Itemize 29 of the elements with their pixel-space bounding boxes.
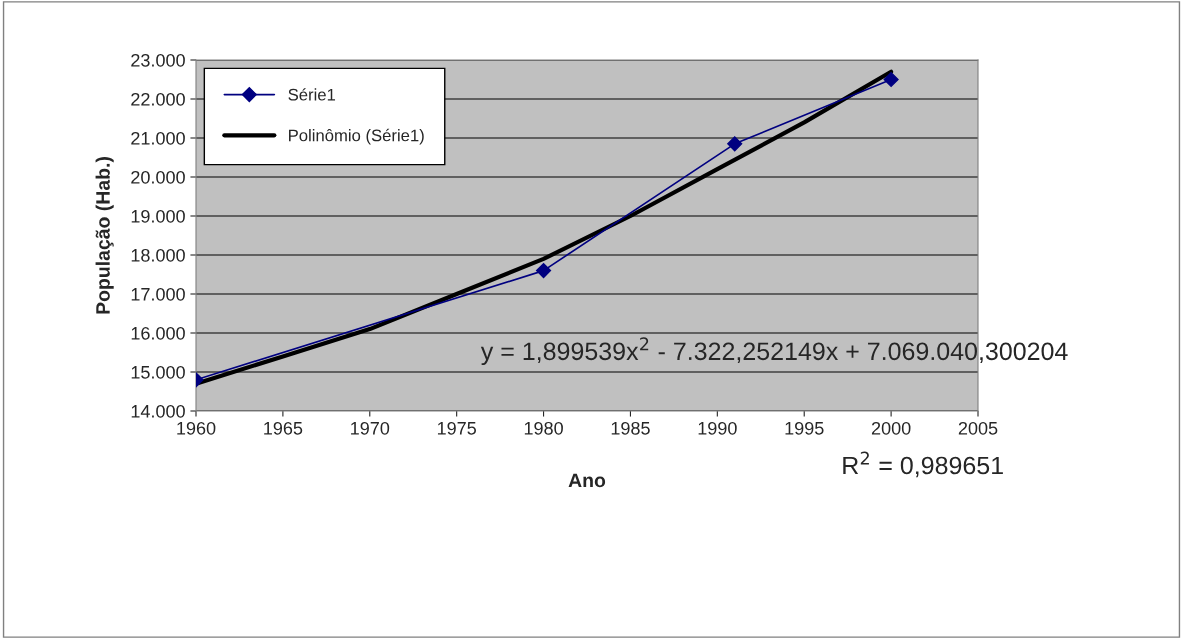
annotation: y = 1,899539x$^{2}$ - 7.322,252149x + 7.069.040,300204 [480,337,1068,366]
point [535,263,552,279]
point [727,136,743,152]
x-tick-label: 1970 [351,421,390,435]
x-tick-label: 1995 [785,421,824,435]
y-tick-label: 19.000 [131,209,185,223]
text: R$^{2}$ = 0,989651 [843,451,1003,478]
x-axis-title: Ano [568,473,606,488]
y-axis-title: População (Hab.) [95,157,114,314]
x-tick-label: 1990 [698,421,737,435]
x-tick-label: 1965 [264,421,303,435]
y-tick-label: 17.000 [131,287,185,301]
y-tick-label: 22.000 [131,92,185,106]
y-tick-label: 18.000 [131,248,185,262]
x-tick-label: 2005 [958,421,998,435]
y-tick-label: 14.000 [131,404,185,418]
y-tick-label: 20.000 [131,170,185,184]
legend-label: Série1 [288,88,336,101]
x-tick-label: 2000 [871,421,911,435]
x-tick-label: 1985 [611,421,650,435]
y-tick-label: 15.000 [131,365,185,379]
x-tick-label: 1980 [524,421,563,435]
legend-label: Polinômio (Série1) [289,128,424,145]
point [883,71,899,88]
x-tick-label: 1960 [177,421,216,435]
x-tick-label: 1975 [437,421,476,435]
y-tick-label: 21.000 [131,131,185,145]
y-tick-label: 16.000 [131,326,185,340]
y-tick-label: 23.000 [131,53,185,67]
